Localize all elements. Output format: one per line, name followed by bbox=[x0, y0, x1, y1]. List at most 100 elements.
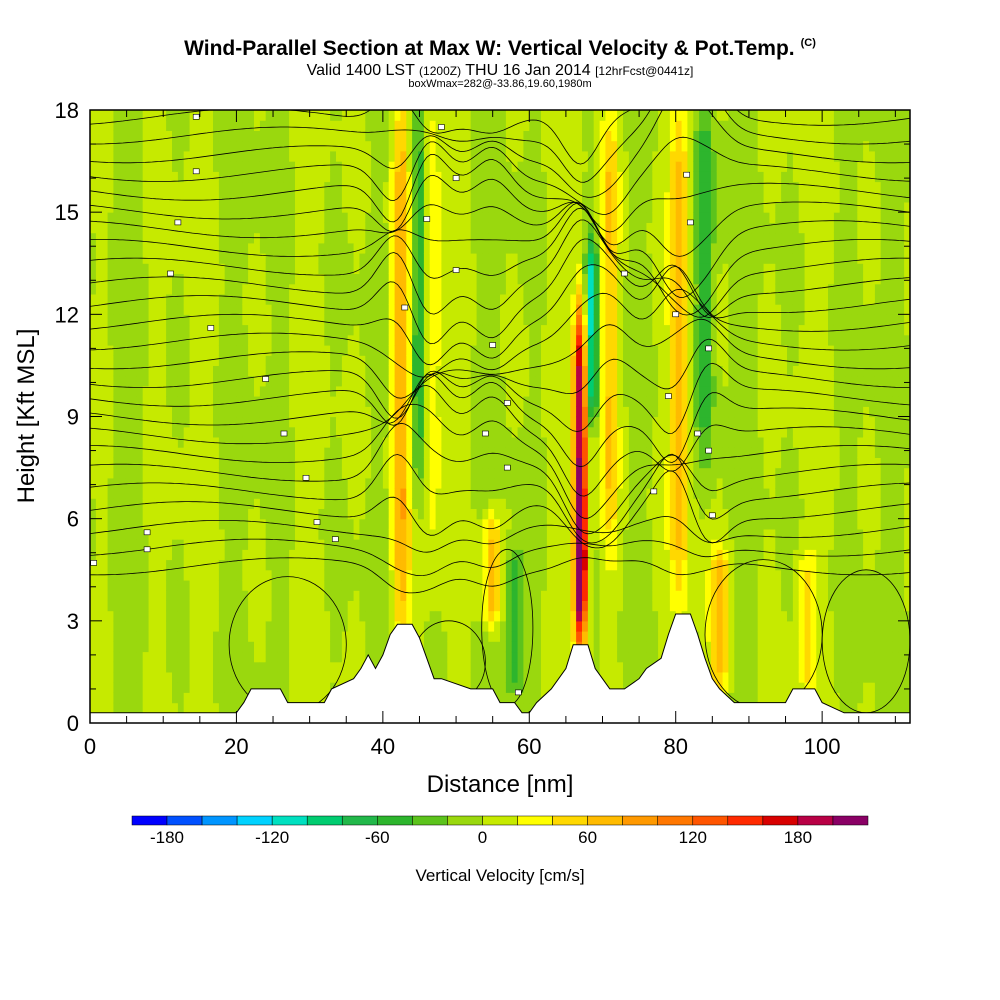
velocity-cell bbox=[324, 528, 331, 540]
velocity-cell bbox=[388, 181, 396, 193]
velocity-cell bbox=[177, 692, 185, 704]
velocity-cell bbox=[172, 253, 179, 264]
velocity-cell bbox=[125, 620, 132, 632]
velocity-cell bbox=[95, 406, 103, 418]
velocity-cell bbox=[470, 559, 478, 571]
velocity-cell bbox=[546, 477, 554, 489]
velocity-cell bbox=[259, 120, 267, 131]
velocity-cell bbox=[125, 569, 132, 581]
velocity-cell bbox=[494, 334, 501, 346]
velocity-cell bbox=[476, 590, 484, 601]
velocity-cell bbox=[418, 549, 425, 561]
velocity-cell bbox=[423, 201, 431, 213]
velocity-cell bbox=[236, 334, 243, 346]
velocity-cell bbox=[412, 559, 419, 571]
velocity-cell bbox=[160, 447, 167, 458]
velocity-cell bbox=[172, 334, 179, 346]
velocity-cell bbox=[400, 436, 407, 448]
velocity-cell bbox=[435, 559, 443, 571]
velocity-cell bbox=[500, 150, 507, 162]
velocity-cell bbox=[371, 161, 378, 172]
velocity-cell bbox=[207, 702, 214, 714]
velocity-cell bbox=[195, 569, 202, 581]
velocity-cell bbox=[131, 528, 138, 540]
velocity-cell bbox=[552, 375, 560, 387]
velocity-cell bbox=[341, 110, 349, 121]
velocity-cell bbox=[505, 355, 513, 366]
velocity-cell bbox=[546, 222, 554, 234]
velocity-cell bbox=[224, 518, 232, 530]
velocity-cell bbox=[119, 508, 126, 520]
velocity-cell bbox=[552, 426, 560, 438]
velocity-cell bbox=[213, 580, 220, 591]
velocity-cell bbox=[535, 212, 542, 223]
velocity-cell bbox=[101, 590, 109, 601]
velocity-cell bbox=[371, 253, 378, 264]
velocity-cell bbox=[552, 671, 560, 683]
velocity-cell bbox=[289, 406, 296, 418]
velocity-cell bbox=[242, 304, 249, 315]
velocity-cell bbox=[388, 263, 396, 274]
velocity-cell bbox=[289, 457, 296, 469]
velocity-cell bbox=[459, 171, 466, 183]
velocity-cell bbox=[529, 375, 536, 387]
velocity-cell bbox=[336, 212, 343, 223]
velocity-cell bbox=[459, 406, 466, 418]
velocity-cell bbox=[213, 314, 220, 326]
velocity-cell bbox=[254, 365, 261, 377]
velocity-cell bbox=[172, 212, 179, 223]
velocity-cell bbox=[189, 416, 197, 428]
velocity-cell bbox=[131, 110, 138, 121]
velocity-cell bbox=[453, 641, 460, 653]
velocity-cell bbox=[365, 580, 372, 591]
velocity-cell bbox=[289, 539, 296, 550]
velocity-cell bbox=[166, 518, 173, 530]
velocity-cell bbox=[312, 651, 320, 663]
velocity-cell bbox=[142, 385, 150, 397]
velocity-cell bbox=[558, 569, 566, 581]
velocity-cell bbox=[90, 375, 97, 387]
velocity-cell bbox=[488, 549, 495, 561]
velocity-cell bbox=[295, 508, 302, 520]
velocity-cell bbox=[570, 150, 577, 162]
velocity-cell bbox=[500, 222, 507, 234]
velocity-cell bbox=[558, 375, 566, 387]
velocity-cell bbox=[125, 365, 132, 377]
velocity-cell bbox=[295, 232, 302, 244]
velocity-cell bbox=[359, 232, 366, 244]
velocity-cell bbox=[488, 273, 495, 285]
velocity-cell bbox=[377, 263, 384, 274]
velocity-cell bbox=[511, 171, 519, 183]
velocity-cell bbox=[494, 242, 501, 254]
velocity-cell bbox=[177, 232, 185, 244]
velocity-cell bbox=[271, 467, 279, 479]
velocity-cell bbox=[195, 488, 202, 499]
velocity-cell bbox=[523, 232, 530, 244]
velocity-cell bbox=[248, 201, 255, 213]
velocity-cell bbox=[312, 345, 320, 356]
velocity-cell bbox=[336, 620, 343, 632]
velocity-cell bbox=[447, 212, 454, 223]
velocity-cell bbox=[494, 620, 501, 632]
velocity-cell bbox=[207, 171, 214, 183]
velocity-cell bbox=[142, 120, 150, 131]
velocity-cell bbox=[142, 671, 150, 683]
velocity-cell bbox=[166, 161, 173, 172]
velocity-cell bbox=[347, 293, 355, 305]
velocity-cell bbox=[160, 457, 167, 469]
velocity-cell bbox=[154, 201, 161, 213]
velocity-cell bbox=[183, 416, 191, 428]
velocity-cell bbox=[546, 171, 554, 183]
velocity-cell bbox=[154, 436, 161, 448]
velocity-cell bbox=[552, 273, 560, 285]
velocity-cell bbox=[371, 314, 378, 326]
velocity-cell bbox=[511, 539, 519, 550]
velocity-cell bbox=[406, 508, 413, 520]
velocity-cell bbox=[341, 559, 349, 571]
velocity-cell bbox=[517, 201, 525, 213]
velocity-cell bbox=[142, 436, 150, 448]
velocity-cell bbox=[447, 518, 454, 530]
velocity-cell bbox=[505, 518, 513, 530]
velocity-cell bbox=[306, 682, 314, 693]
velocity-cell bbox=[160, 253, 167, 264]
